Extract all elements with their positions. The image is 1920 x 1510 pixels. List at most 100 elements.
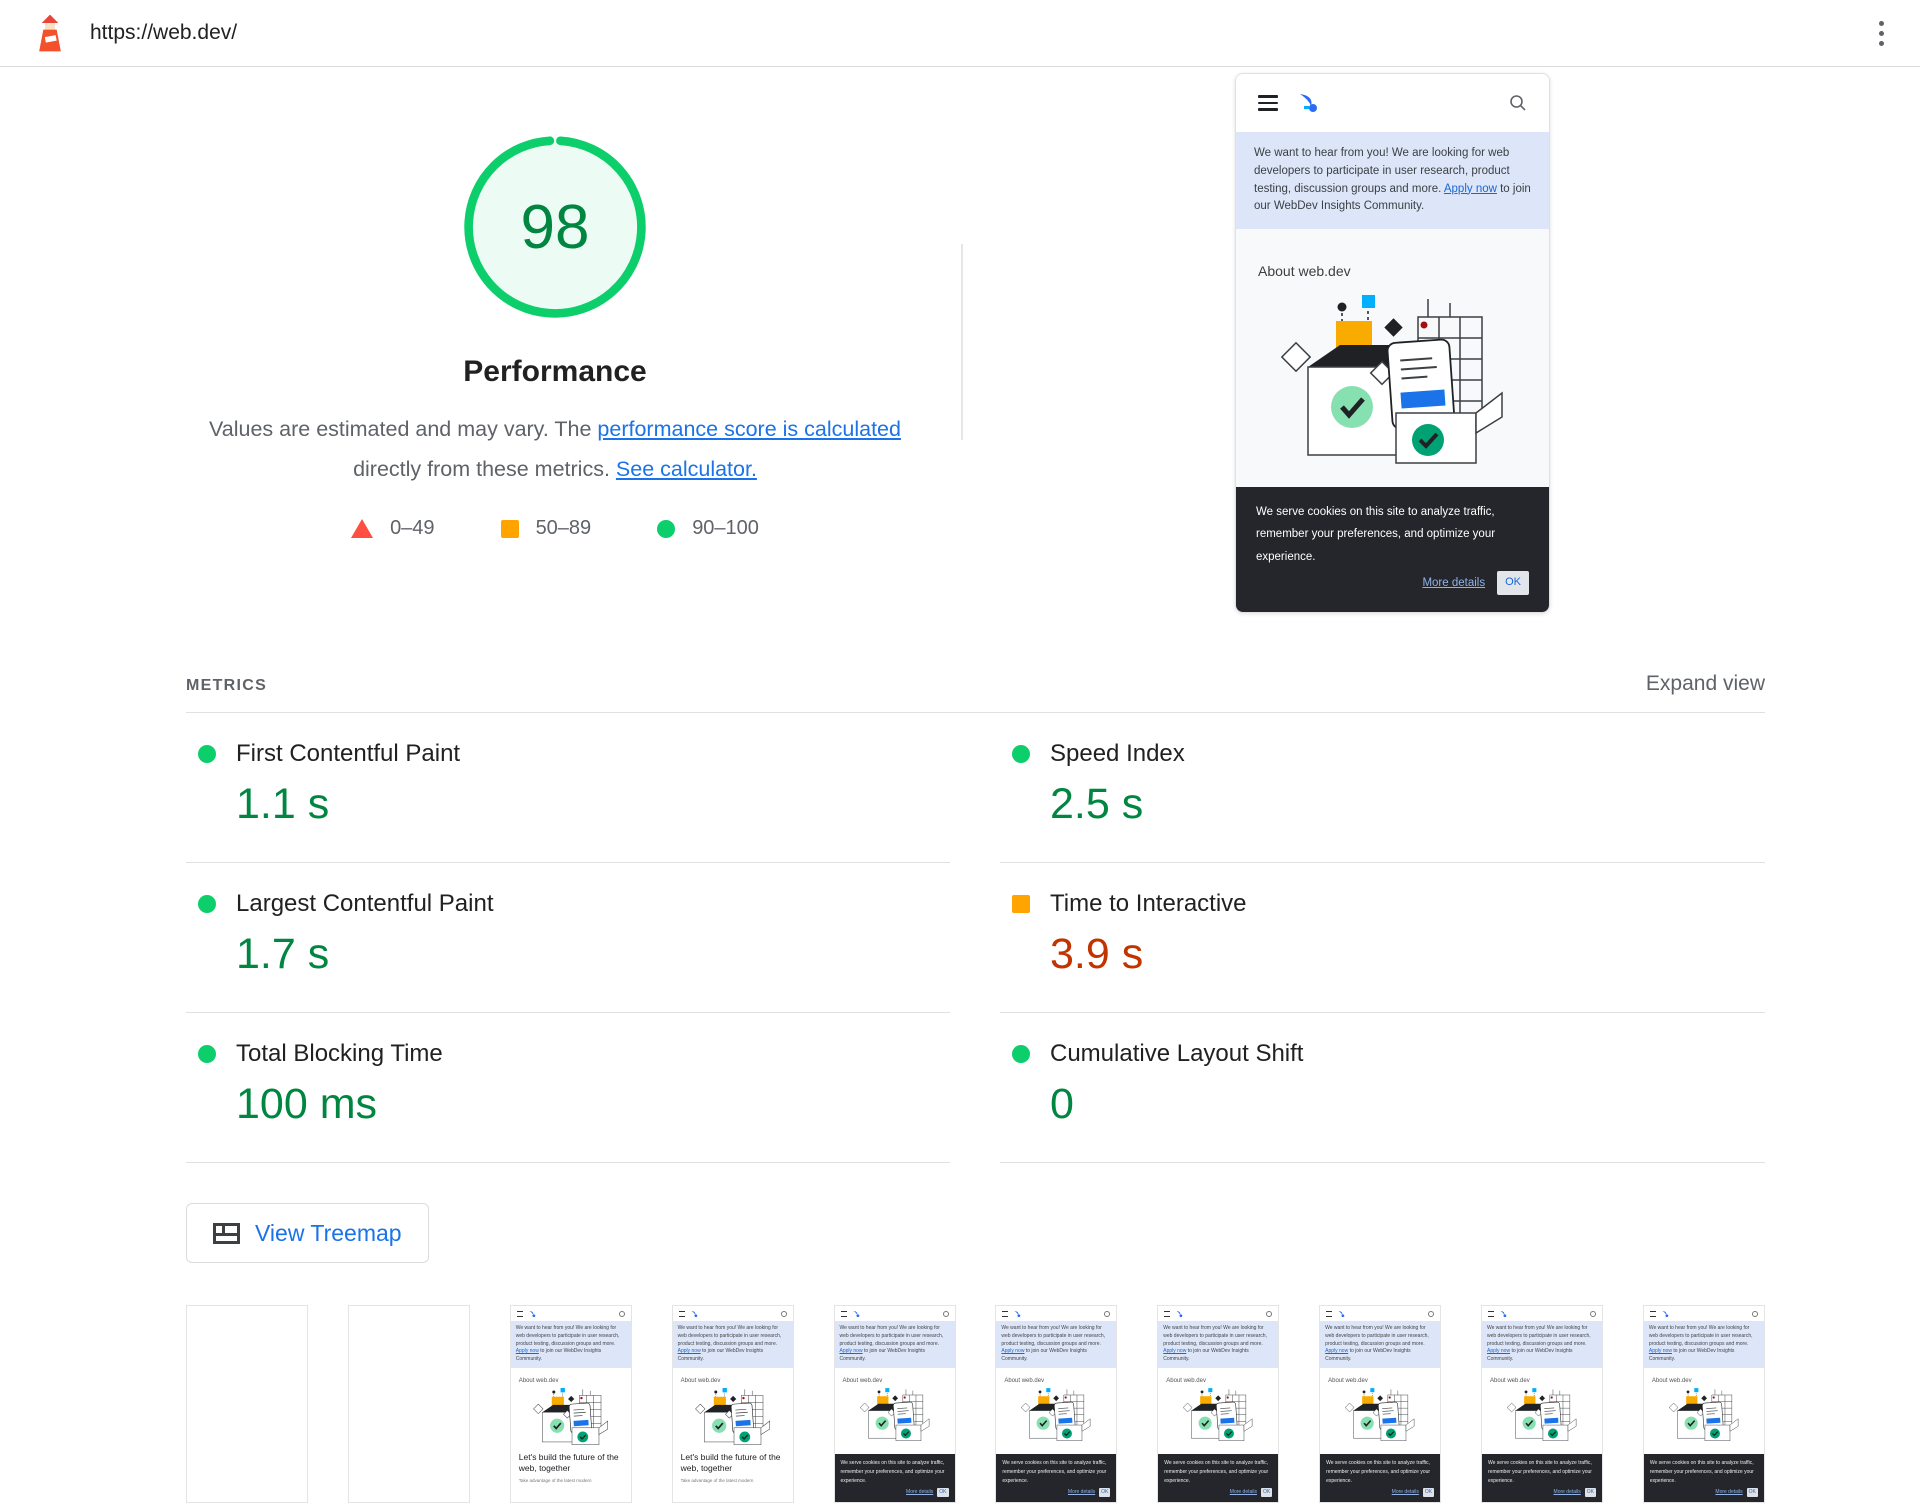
webdev-logo-icon — [1176, 1310, 1183, 1317]
filmstrip-thumb-cookie: We want to hear from you! We are looking… — [1319, 1305, 1442, 1503]
hamburger-menu-icon — [1258, 95, 1278, 111]
landing-title: Let's build the future of the web, toget… — [518, 1451, 619, 1473]
webdev-illustration — [1020, 1388, 1092, 1443]
about-heading: About web.dev — [1258, 263, 1351, 280]
metric-label: Largest Contentful Paint — [236, 890, 494, 917]
search-icon — [1428, 1310, 1435, 1317]
webdev-illustration — [1278, 295, 1508, 470]
webdev-illustration — [694, 1388, 772, 1447]
search-icon — [1266, 1310, 1273, 1317]
calc-score-link[interactable]: performance score is calculated — [597, 417, 901, 441]
see-calculator-link[interactable]: See calculator. — [615, 457, 757, 481]
filmstrip-thumb-blank — [186, 1305, 308, 1503]
webdev-illustration — [1668, 1388, 1740, 1443]
legend-label: 0–49 — [390, 517, 435, 539]
hamburger-menu-icon — [678, 1310, 685, 1317]
average-square-icon — [1012, 895, 1030, 913]
metric-first-contentful-paint: First Contentful Paint 1.1 s — [186, 713, 950, 863]
webdev-logo-icon — [1014, 1310, 1021, 1317]
pass-circle-icon — [198, 745, 216, 763]
hamburger-menu-icon — [1649, 1310, 1656, 1317]
thumb-header — [834, 1306, 955, 1321]
ok-button: OK — [1099, 1488, 1111, 1497]
metrics-section: METRICS Expand view First Contentful Pai… — [186, 672, 1765, 1163]
pass-circle-icon — [198, 895, 216, 913]
score-legend: 0–49 50–89 90–100 — [0, 517, 1110, 540]
webdev-logo-icon — [691, 1310, 697, 1317]
cookie-banner: We serve cookies on this site to analyze… — [1320, 1454, 1441, 1502]
metric-speed-index: Speed Index 2.5 s — [1000, 713, 1765, 863]
metric-total-blocking-time: Total Blocking Time 100 ms — [186, 1013, 950, 1163]
hamburger-menu-icon — [1164, 1310, 1171, 1317]
thumb-banner: We want to hear from you! We are looking… — [834, 1321, 955, 1368]
description-text: directly from these metrics. — [353, 457, 616, 481]
filmstrip-thumb-cookie: We want to hear from you! We are looking… — [1642, 1305, 1765, 1503]
webdev-logo-icon — [529, 1310, 536, 1317]
metric-cumulative-layout-shift: Cumulative Layout Shift 0 — [1000, 1013, 1765, 1163]
thumb-banner: We want to hear from you! We are looking… — [996, 1321, 1117, 1368]
search-icon — [942, 1310, 949, 1317]
about-heading: About web.dev — [680, 1377, 721, 1384]
legend-average: 50–89 — [500, 517, 592, 540]
search-icon — [1510, 95, 1526, 111]
metric-time-to-interactive: Time to Interactive 3.9 s — [1000, 863, 1765, 1013]
page-preview-screenshot: We want to hear from you! We are looking… — [1235, 73, 1550, 613]
thumb-header — [1158, 1306, 1279, 1321]
filmstrip-thumb-cookie: We want to hear from you! We are looking… — [1481, 1305, 1603, 1503]
top-bar: https://web.dev/ — [0, 0, 1920, 67]
webdev-logo-icon — [852, 1310, 859, 1317]
webdev-logo-icon — [1662, 1310, 1669, 1317]
more-details-link: More details — [906, 1489, 934, 1495]
apply-now-link: Apply now — [1443, 182, 1497, 195]
view-treemap-button[interactable]: View Treemap — [186, 1203, 429, 1263]
cookie-banner: We serve cookies on this site to analyze… — [1158, 1454, 1279, 1502]
search-icon — [780, 1310, 787, 1317]
metric-label: First Contentful Paint — [236, 740, 461, 767]
thumb-banner: We want to hear from you! We are looking… — [1158, 1321, 1279, 1368]
thumb-header — [1482, 1306, 1602, 1321]
metric-value: 100 ms — [236, 1080, 378, 1128]
about-heading: About web.dev — [518, 1377, 559, 1384]
performance-score-gauge: 98 — [459, 131, 651, 323]
hamburger-menu-icon — [1488, 1310, 1494, 1317]
legend-fail: 0–49 — [351, 517, 435, 540]
hamburger-menu-icon — [1002, 1310, 1009, 1317]
gauge-arc — [464, 136, 646, 318]
filmstrip-thumb-cookie: We want to hear from you! We are looking… — [1157, 1305, 1280, 1503]
thumb-header — [1643, 1306, 1764, 1321]
pass-circle-icon — [1012, 1045, 1030, 1063]
thumb-header — [510, 1306, 631, 1321]
pass-circle-icon — [1012, 745, 1030, 763]
filmstrip: We want to hear from you! We are looking… — [186, 1305, 1765, 1503]
more-details-link: More details — [1553, 1489, 1581, 1495]
metric-largest-contentful-paint: Largest Contentful Paint 1.7 s — [186, 863, 950, 1013]
webdev-illustration — [1506, 1388, 1578, 1443]
webdev-illustration — [859, 1388, 931, 1443]
hamburger-menu-icon — [1326, 1310, 1333, 1317]
legend-label: 50–89 — [535, 517, 592, 539]
thumb-banner: We want to hear from you! We are looking… — [672, 1321, 793, 1368]
ok-button: OK — [1584, 1488, 1596, 1497]
expand-view-link[interactable]: Expand view — [1645, 672, 1765, 695]
filmstrip-thumb-cookie: We want to hear from you! We are looking… — [995, 1305, 1118, 1503]
score-description: Values are estimated and may vary. The p… — [205, 409, 905, 489]
search-icon — [618, 1310, 625, 1317]
treemap-label: View Treemap — [255, 1219, 402, 1246]
webdev-illustration — [532, 1388, 610, 1447]
report-url: https://web.dev/ — [90, 21, 238, 44]
kebab-menu-icon[interactable] — [1864, 13, 1898, 53]
banner-text: We want to hear from you! We are looking… — [1254, 147, 1510, 195]
search-icon — [1751, 1310, 1758, 1317]
about-heading: About web.dev — [1651, 1377, 1692, 1384]
vertical-divider — [961, 244, 963, 440]
search-icon — [1104, 1310, 1111, 1317]
score-value: 98 — [520, 192, 590, 262]
more-details-link: More details — [1422, 576, 1486, 589]
landing-subtitle: Take advantage of the latest modern — [518, 1477, 592, 1483]
metrics-grid: First Contentful Paint 1.1 s Speed Index… — [186, 713, 1765, 1163]
cookie-banner: We serve cookies on this site to analyze… — [996, 1454, 1117, 1502]
filmstrip-thumb-landing: We want to hear from you! We are looking… — [509, 1305, 632, 1503]
about-heading: About web.dev — [1004, 1377, 1045, 1384]
thumb-banner: We want to hear from you! We are looking… — [1482, 1321, 1602, 1368]
